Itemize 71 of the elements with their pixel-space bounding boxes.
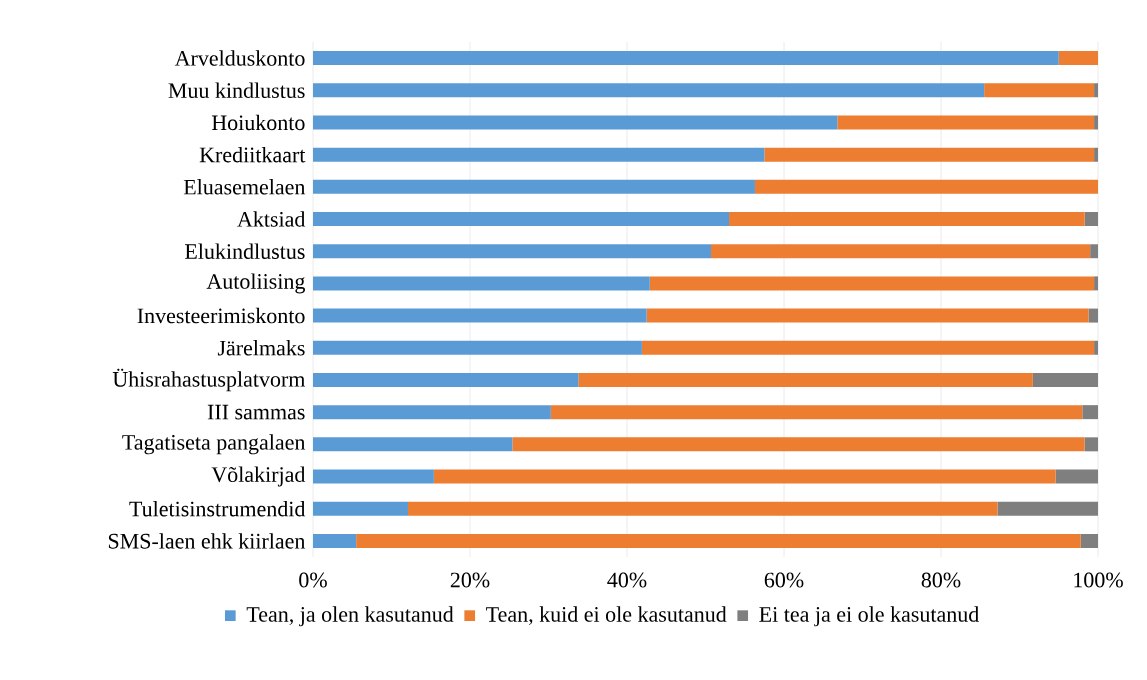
bar: [1032, 372, 1098, 387]
y-tick-label: Krediitkaart: [199, 146, 306, 163]
bar: [1055, 469, 1098, 484]
bar: [313, 212, 730, 227]
y-tick-label: Hoiukonto: [211, 114, 305, 131]
bar: [313, 276, 650, 291]
bar: [512, 437, 1085, 452]
y-tick-label: SMS-laen ehk kiirlaen: [108, 533, 306, 549]
legend-label: Tean, kuid ei ole kasutanud: [486, 606, 727, 626]
y-tick-label: Eluasemelaen: [183, 179, 306, 195]
bar: [1094, 276, 1098, 291]
y-tick-label: Järelmaks: [217, 340, 305, 356]
bar: [1094, 83, 1098, 98]
y-tick-label: III sammas: [207, 404, 305, 420]
bar: [764, 147, 1095, 162]
y-tick-label: Võlakirjad: [211, 466, 306, 487]
x-tick-label: 60%: [764, 572, 804, 588]
y-tick-label: Tuletisinstrumendid: [129, 500, 306, 517]
y-tick-label: Tagatiseta pangalaen: [122, 434, 306, 455]
bar: [729, 212, 1085, 227]
legend-label: Ei tea ja ei ole kasutanud: [759, 606, 979, 627]
bar: [356, 533, 1081, 548]
bar: [711, 244, 1091, 259]
bar: [313, 340, 642, 355]
bar: [649, 276, 1095, 291]
bar: [433, 469, 1056, 484]
bar: [313, 372, 579, 387]
bar: [837, 115, 1095, 130]
bar: [313, 308, 647, 323]
bar: [313, 51, 1059, 66]
bar: [1090, 244, 1098, 259]
y-tick-label: Investeerimiskonto: [137, 307, 305, 324]
bar: [1094, 147, 1098, 162]
bar: [407, 501, 998, 516]
x-tick-label: 0%: [299, 572, 327, 588]
bar: [997, 501, 1098, 516]
y-tick-label: Ühisrahastusplatvorm: [112, 368, 306, 392]
bar: [754, 179, 1098, 194]
bar: [313, 147, 765, 162]
x-tick-label: 80%: [921, 572, 961, 588]
bar: [1094, 340, 1098, 355]
bar: [1084, 212, 1098, 227]
bar: [1080, 533, 1098, 548]
bar: [1094, 115, 1098, 130]
bar: [641, 340, 1095, 355]
bar: [313, 83, 985, 98]
bar: [550, 405, 1083, 420]
bar: [1084, 437, 1098, 452]
x-tick-label: 40%: [607, 572, 647, 588]
bar: [1082, 405, 1098, 420]
y-tick-label: Arvelduskonto: [174, 50, 305, 66]
x-tick-label: 100%: [1074, 572, 1123, 588]
y-tick-label: Elukindlustus: [185, 243, 305, 259]
bar: [313, 469, 434, 484]
bar: [646, 308, 1089, 323]
bar: [313, 115, 838, 130]
bar: [313, 405, 551, 420]
bar: [313, 244, 711, 259]
bar: [313, 533, 357, 548]
bar: [1058, 51, 1098, 66]
bar: [578, 372, 1033, 387]
bar: [313, 437, 513, 452]
bar: [1088, 308, 1098, 323]
y-tick-label: Autoliising: [206, 273, 305, 294]
y-tick-label: Muu kindlustus: [168, 82, 305, 98]
bar: [313, 501, 408, 516]
legend-label: Tean, ja olen kasutanud: [246, 606, 454, 627]
y-tick-label: Aktsiad: [237, 211, 306, 227]
x-tick-label: 20%: [450, 572, 490, 588]
bar: [984, 83, 1095, 98]
bar: [313, 179, 755, 194]
